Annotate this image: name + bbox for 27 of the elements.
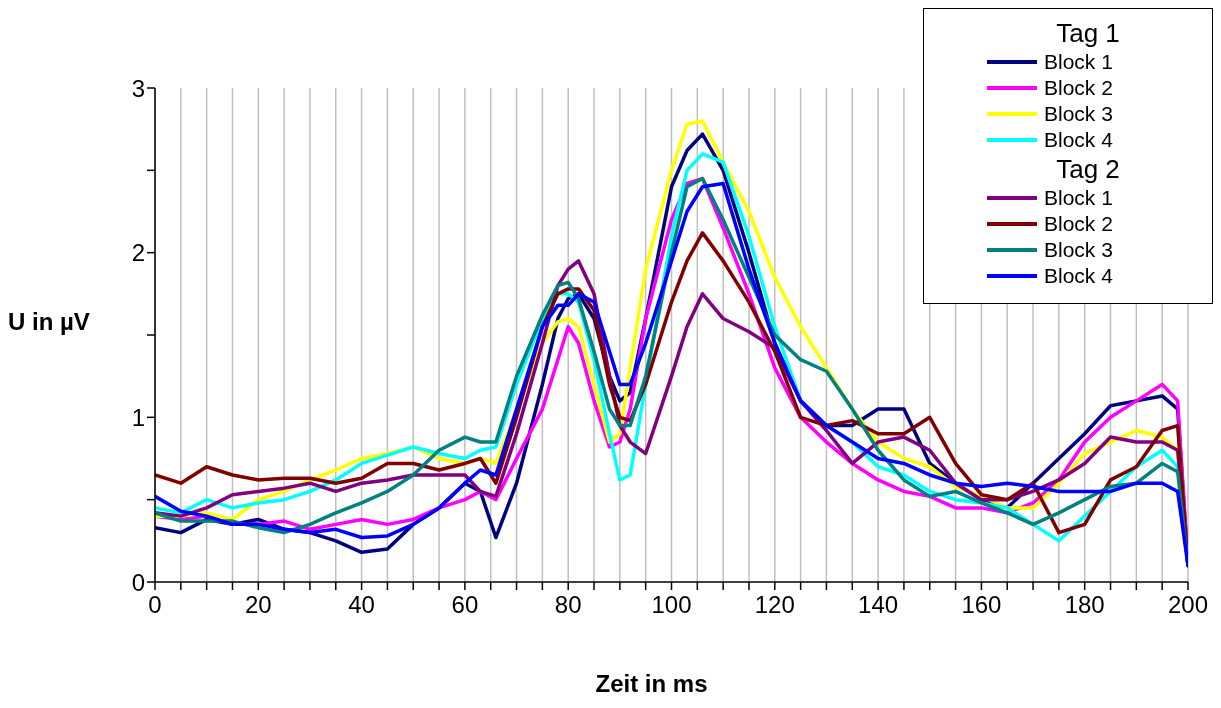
x-tick-label: 120 [754,591,795,619]
x-tick-label: 20 [244,591,272,619]
x-tick-label: 100 [651,591,692,619]
y-tick-label: 3 [131,74,145,102]
x-tick-label: 60 [451,591,479,619]
legend-label: Block 3 [1044,238,1113,262]
x-axis-title: Zeit in ms [594,670,709,698]
x-tick-label: 200 [1167,591,1209,619]
legend-label: Block 2 [1044,76,1113,100]
y-tick-label: 0 [131,568,145,596]
x-tick-label: 0 [148,591,162,619]
x-tick-label: 180 [1064,591,1105,619]
legend-label: Block 1 [1044,50,1113,74]
x-tick-label: 160 [961,591,1002,619]
legend-label: Block 3 [1044,102,1113,126]
text: Tag 1 [1056,18,1120,48]
legend-label: Block 4 [1044,264,1113,288]
x-tick-label: 140 [858,591,899,619]
y-axis-title: U in µV [8,308,90,336]
y-tick-label: 1 [131,403,145,431]
legend-label: Block 2 [1044,212,1113,236]
legend-label: Block 4 [1044,128,1113,152]
text: Tag 2 [1056,154,1120,184]
y-tick-label: 2 [131,239,145,267]
x-tick-label: 80 [554,591,582,619]
x-tick-label: 40 [348,591,375,619]
legend-label: Block 1 [1044,186,1113,210]
